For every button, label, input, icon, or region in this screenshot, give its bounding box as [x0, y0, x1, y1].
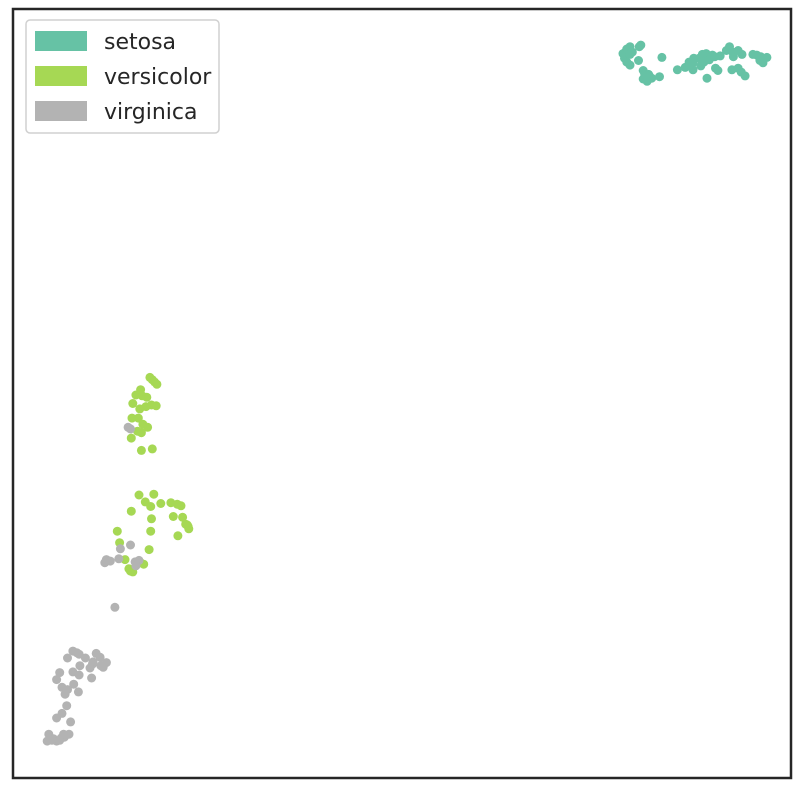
point-versicolor-7	[142, 392, 152, 402]
point-versicolor-29	[176, 501, 186, 511]
point-versicolor-38	[112, 526, 122, 536]
point-setosa-45	[740, 71, 750, 81]
point-virginica-20	[63, 653, 72, 663]
point-versicolor-13	[133, 413, 143, 423]
point-virginica-29	[74, 670, 84, 680]
point-virginica-15	[80, 653, 90, 663]
point-virginica-22	[85, 663, 95, 673]
point-virginica-14	[68, 646, 78, 656]
point-virginica-47	[47, 735, 57, 745]
point-virginica-31	[69, 679, 79, 689]
point-versicolor-18	[136, 428, 146, 438]
point-versicolor-16	[143, 422, 153, 432]
plot-area	[42, 40, 772, 746]
point-versicolor-31	[178, 512, 188, 522]
point-versicolor-14	[127, 413, 137, 423]
point-virginica-1	[126, 424, 135, 434]
legend-swatch-virginica	[35, 101, 87, 121]
point-setosa-35	[715, 51, 725, 61]
point-virginica-11	[110, 602, 120, 612]
point-setosa-53	[702, 73, 712, 83]
legend-entries: setosa versicolor virginica	[35, 30, 212, 125]
point-setosa-21	[672, 65, 682, 75]
point-virginica-26	[55, 668, 65, 678]
legend-label-setosa: setosa	[104, 30, 176, 55]
point-versicolor-3	[152, 379, 162, 389]
point-versicolor-8	[128, 399, 138, 408]
point-versicolor-37	[147, 514, 156, 524]
point-setosa-8	[625, 60, 635, 70]
point-setosa-20	[657, 52, 667, 62]
point-virginica-18	[95, 652, 105, 662]
legend-swatch-setosa	[35, 31, 87, 51]
point-virginica-34	[57, 682, 67, 692]
point-virginica-4	[100, 558, 110, 568]
point-versicolor-21	[136, 445, 146, 455]
point-virginica-49	[64, 729, 74, 739]
legend-label-virginica: virginica	[104, 100, 198, 125]
point-versicolor-36	[126, 506, 136, 516]
point-setosa-19	[655, 72, 664, 82]
point-setosa-39	[728, 52, 738, 62]
point-versicolor-42	[144, 545, 154, 555]
point-setosa-55	[696, 61, 706, 71]
legend-entry-virginica: virginica	[35, 100, 198, 125]
point-setosa-9	[634, 56, 643, 65]
point-versicolor-30	[168, 512, 178, 521]
point-versicolor-35	[183, 522, 193, 531]
series-setosa	[618, 40, 772, 86]
point-virginica-48	[55, 735, 65, 745]
point-versicolor-26	[156, 499, 166, 508]
point-setosa-41	[737, 49, 747, 59]
point-virginica-38	[66, 717, 76, 727]
point-versicolor-12	[135, 404, 145, 414]
point-versicolor-20	[147, 444, 157, 454]
series-virginica	[42, 422, 144, 746]
point-virginica-21	[75, 661, 85, 671]
point-setosa-34	[713, 66, 723, 75]
point-virginica-10	[131, 561, 141, 571]
point-setosa-11	[636, 40, 646, 50]
point-versicolor-19	[126, 433, 136, 443]
point-versicolor-23	[149, 489, 159, 499]
point-virginica-39	[52, 713, 62, 723]
point-setosa-7	[627, 47, 637, 57]
point-versicolor-11	[147, 400, 156, 410]
legend-swatch-versicolor	[35, 66, 87, 86]
legend-entry-setosa: setosa	[35, 30, 176, 55]
point-virginica-36	[62, 701, 72, 711]
point-virginica-35	[60, 689, 70, 699]
point-virginica-33	[73, 687, 83, 697]
point-versicolor-39	[173, 531, 183, 541]
point-virginica-7	[126, 540, 135, 550]
legend: setosa versicolor virginica	[25, 19, 220, 134]
legend-entry-versicolor: versicolor	[35, 65, 212, 90]
point-virginica-30	[87, 673, 97, 683]
point-versicolor-22	[134, 490, 144, 500]
point-setosa-18	[642, 76, 652, 86]
point-versicolor-25	[146, 502, 156, 511]
point-virginica-25	[98, 662, 108, 672]
point-virginica-6	[115, 544, 125, 554]
point-versicolor-40	[146, 526, 156, 536]
point-virginica-27	[52, 675, 62, 685]
plot-frame	[11, 7, 793, 780]
point-setosa-51	[762, 52, 772, 62]
legend-label-versicolor: versicolor	[104, 65, 212, 90]
point-virginica-5	[114, 554, 124, 564]
points-layer	[42, 40, 772, 746]
point-setosa-54	[685, 59, 695, 69]
